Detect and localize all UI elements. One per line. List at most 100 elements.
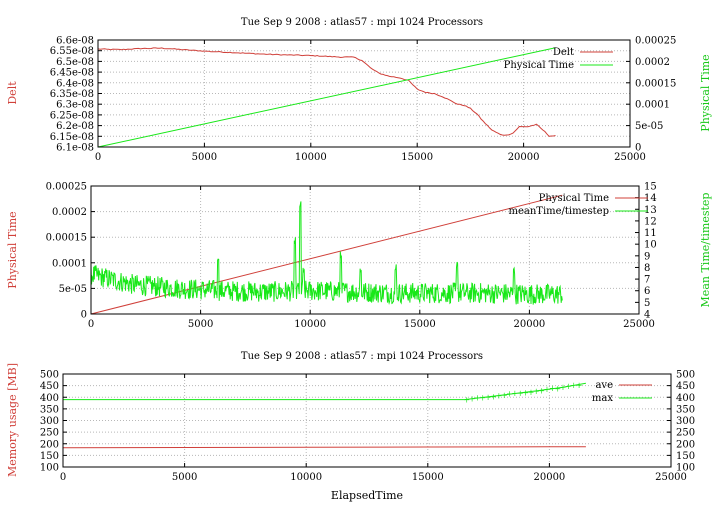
x-tick-label: 25000 — [614, 152, 646, 163]
y-tick-label: 6.5e-08 — [56, 57, 94, 68]
x-tick-label: 20000 — [533, 472, 565, 483]
y-tick-label: 0.0002 — [52, 207, 87, 218]
y-tick-label: 300 — [40, 416, 59, 427]
y-tick-label: 400 — [40, 393, 59, 404]
panel1-y-label: Delt — [6, 81, 19, 105]
y-tick-label: 200 — [40, 439, 59, 450]
legend-physical-time-label: Physical Time — [504, 60, 574, 71]
y2-tick-label: 8 — [644, 263, 650, 274]
panel2-y-label: Physical Time — [6, 211, 19, 288]
y-tick-label: 6.4e-08 — [56, 78, 94, 89]
panel2-x-ticks: 0 5000 10000 15000 20000 25000 — [88, 186, 655, 330]
y2-tick-label: 100 — [676, 463, 695, 474]
y2-tick-label: 500 — [676, 370, 695, 381]
x-tick-label: 10000 — [295, 152, 327, 163]
x-tick-label: 10000 — [294, 319, 326, 330]
max-point: + — [501, 391, 508, 400]
x-tick-label: 25000 — [623, 319, 655, 330]
y2-tick-label: 12 — [644, 216, 657, 227]
panel1-y2-label: Physical Time — [699, 54, 712, 131]
y2-tick-label: 0.00015 — [635, 78, 676, 89]
x-tick-label: 0 — [88, 319, 94, 330]
x-tick-label: 5000 — [188, 319, 213, 330]
max-point: + — [549, 384, 556, 393]
y2-tick-label: 400 — [676, 393, 695, 404]
x-tick-label: 0 — [95, 152, 101, 163]
y-tick-label: 350 — [40, 404, 59, 415]
max-point: + — [490, 392, 497, 401]
x-tick-label: 20000 — [513, 319, 545, 330]
x-tick-label: 15000 — [404, 319, 436, 330]
y2-tick-label: 250 — [676, 428, 695, 439]
panel-memory: Tue Sep 9 2008 : atlas57 : mpi 1024 Proc… — [6, 351, 695, 502]
y-tick-label: 6.1e-08 — [56, 143, 94, 154]
max-point: + — [565, 382, 572, 391]
max-point: + — [554, 385, 561, 394]
max-point: + — [517, 389, 524, 398]
panel3-title: Tue Sep 9 2008 : atlas57 : mpi 1024 Proc… — [241, 351, 483, 362]
panel2-y2-label: Mean Time/timestep — [699, 193, 712, 308]
max-point: + — [495, 392, 502, 401]
x-tick-label: 25000 — [655, 472, 687, 483]
max-point: + — [576, 381, 583, 390]
max-point: + — [474, 393, 481, 402]
panel3-x-label: ElapsedTime — [331, 489, 403, 502]
y2-tick-label: 7 — [644, 275, 650, 286]
legend-physical-time-2-label: Physical Time — [539, 193, 609, 204]
y2-tick-label: 200 — [676, 439, 695, 450]
series-physical-time — [97, 47, 556, 148]
series-max — [63, 382, 586, 401]
max-point: + — [506, 390, 513, 399]
y-tick-label: 6.3e-08 — [56, 100, 94, 111]
y2-tick-label: 6 — [644, 286, 650, 297]
y-tick-label: 6.2e-08 — [56, 121, 94, 132]
panel-delt: Tue Sep 9 2008 : atlas57 : mpi 1024 Proc… — [6, 17, 712, 163]
y2-tick-label: 13 — [644, 205, 657, 216]
panel3-grid — [63, 374, 671, 467]
y-tick-label: 6.55e-08 — [50, 46, 94, 57]
panel1-title: Tue Sep 9 2008 : atlas57 : mpi 1024 Proc… — [241, 17, 483, 28]
y-tick-label: 6.25e-08 — [50, 110, 94, 121]
max-point: + — [570, 381, 577, 390]
y2-tick-label: 4 — [644, 310, 650, 321]
panel1-plot-area — [97, 47, 556, 148]
y-tick-label: 6.35e-08 — [50, 89, 94, 100]
panel3-plot-area: ++++++++++++++++++++++ — [62, 381, 586, 449]
legend-ave-label: ave — [595, 380, 613, 391]
y-tick-label: 5e-05 — [59, 284, 87, 295]
y-tick-label: 250 — [40, 428, 59, 439]
panel1-frame — [97, 39, 631, 148]
panel3-x-ticks: 0 5000 10000 15000 20000 25000 — [60, 374, 687, 483]
y-tick-label: 6.15e-08 — [50, 132, 94, 143]
y2-tick-label: 350 — [676, 404, 695, 415]
x-tick-label: 15000 — [401, 152, 433, 163]
panel-mean-time: 0 5000 10000 15000 20000 25000 0 5e-05 0.0001 0.… — [6, 182, 712, 331]
max-point: + — [485, 393, 492, 402]
y2-tick-label: 0.0001 — [635, 100, 670, 111]
y2-tick-label: 0.0002 — [635, 57, 670, 68]
y2-tick-label: 15 — [644, 182, 657, 193]
panel2-frame — [90, 185, 640, 315]
y2-tick-label: 11 — [644, 228, 657, 239]
max-point: + — [479, 393, 486, 402]
panel2-plot-area — [90, 194, 563, 315]
max-point: + — [560, 383, 567, 392]
y-tick-label: 500 — [40, 370, 59, 381]
legend-max-label: max — [592, 393, 613, 404]
y2-tick-label: 14 — [644, 193, 657, 204]
panel1-legend: Delt Physical Time — [504, 47, 613, 71]
y2-tick-label: 0 — [635, 143, 641, 154]
panel3-legend: ave max — [592, 380, 652, 404]
panel1-x-ticks: 0 5000 10000 15000 20000 25000 — [95, 40, 646, 163]
panel1-y-ticks: 6.1e-086.15e-086.2e-086.25e-086.3e-086.3… — [50, 36, 102, 154]
max-point: + — [469, 394, 476, 403]
series-delt — [97, 47, 556, 137]
x-tick-label: 15000 — [412, 472, 444, 483]
y-tick-label: 100 — [40, 463, 59, 474]
y2-tick-label: 150 — [676, 451, 695, 462]
panel1-grid — [98, 40, 630, 147]
